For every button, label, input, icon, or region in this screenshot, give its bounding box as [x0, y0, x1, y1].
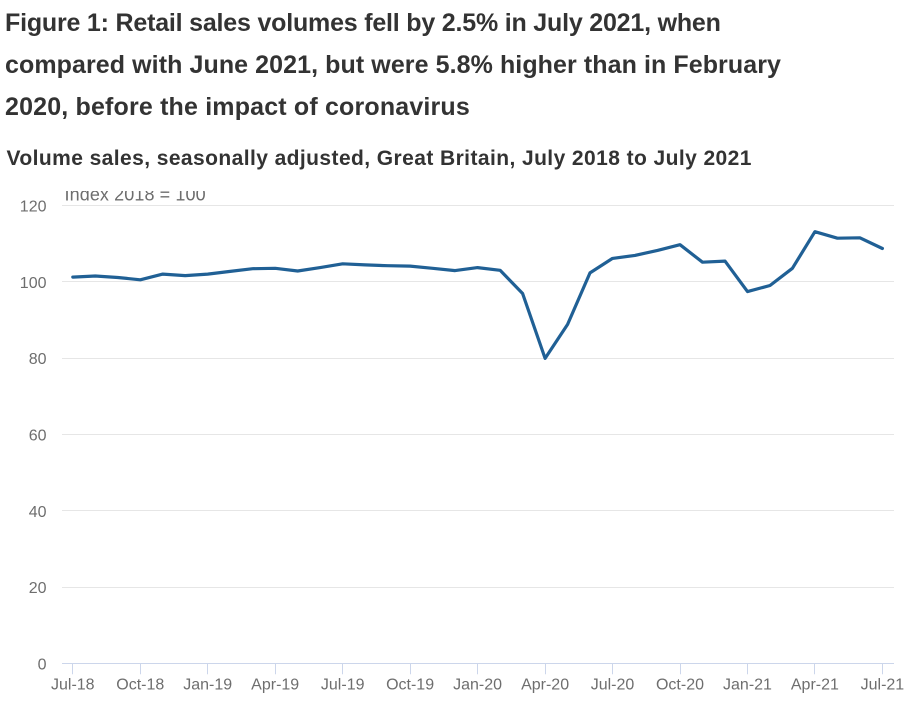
- svg-text:40: 40: [29, 504, 47, 521]
- svg-text:120: 120: [20, 199, 47, 216]
- svg-text:Jul-19: Jul-19: [321, 677, 365, 694]
- svg-text:60: 60: [29, 428, 47, 445]
- svg-text:Jul-18: Jul-18: [51, 677, 95, 694]
- svg-text:Apr-19: Apr-19: [251, 677, 299, 694]
- svg-text:Jan-20: Jan-20: [453, 677, 502, 694]
- svg-text:Jul-20: Jul-20: [591, 677, 635, 694]
- svg-text:0: 0: [38, 657, 47, 674]
- svg-text:Apr-20: Apr-20: [521, 677, 569, 694]
- svg-text:Apr-21: Apr-21: [791, 677, 839, 694]
- svg-text:Jul-21: Jul-21: [861, 677, 905, 694]
- svg-text:Jan-19: Jan-19: [183, 677, 232, 694]
- svg-text:Jan-21: Jan-21: [723, 677, 772, 694]
- svg-text:Index 2018 = 100: Index 2018 = 100: [65, 191, 206, 204]
- svg-text:20: 20: [29, 580, 47, 597]
- svg-text:80: 80: [29, 351, 47, 368]
- svg-text:Oct-19: Oct-19: [386, 677, 434, 694]
- svg-text:100: 100: [20, 275, 47, 292]
- svg-text:Oct-20: Oct-20: [656, 677, 704, 694]
- svg-text:Oct-18: Oct-18: [116, 677, 164, 694]
